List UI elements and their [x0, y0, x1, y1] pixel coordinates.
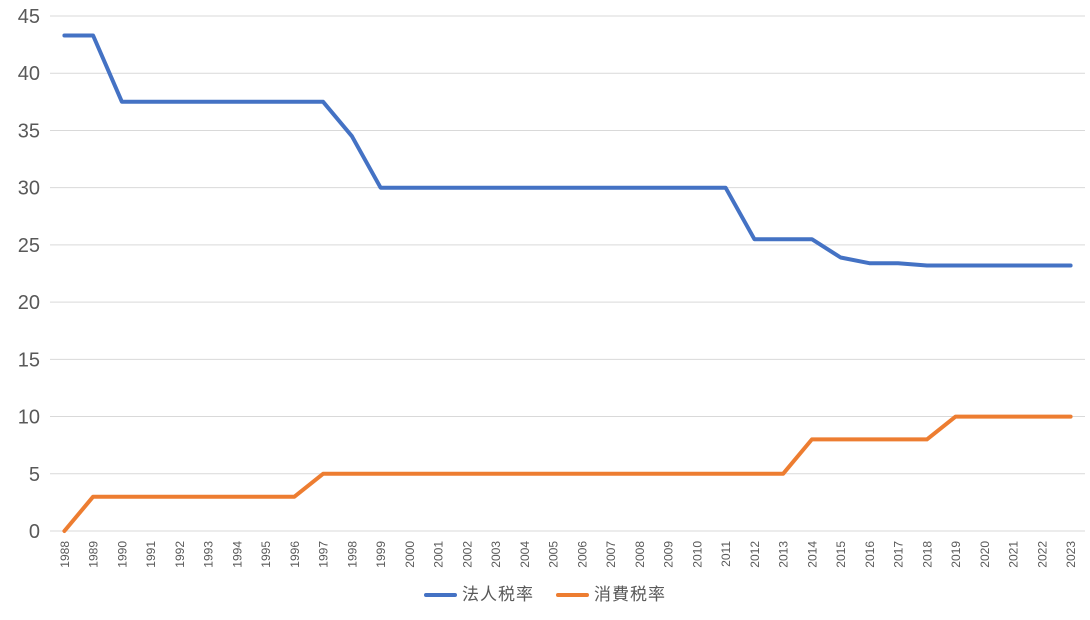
y-axis-label-45: 45 — [18, 6, 40, 28]
x-axis-label-2005: 2005 — [547, 541, 561, 568]
y-axis-label-15: 15 — [18, 349, 40, 371]
y-axis-label-10: 10 — [18, 407, 40, 429]
x-axis-label-2001: 2001 — [432, 541, 446, 568]
legend-swatch-corporate-tax-rate — [424, 592, 457, 597]
x-axis-label-1998: 1998 — [345, 541, 359, 568]
legend-item-corporate-tax-rate: 法人税率 — [424, 586, 534, 603]
legend-swatch-consumption-tax-rate — [556, 592, 589, 597]
x-axis-label-2017: 2017 — [892, 541, 906, 568]
x-axis-label-2008: 2008 — [633, 541, 647, 568]
x-axis-label-2020: 2020 — [978, 541, 992, 568]
legend-item-consumption-tax-rate: 消費税率 — [556, 586, 666, 603]
x-axis-label-2002: 2002 — [460, 541, 474, 568]
x-axis-label-1994: 1994 — [230, 541, 244, 568]
series-line-consumption-tax-rate — [62, 414, 1073, 533]
series-line-corporate-tax-rate — [62, 33, 1073, 268]
y-axis-label-20: 20 — [18, 292, 40, 314]
x-axis-label-1988: 1988 — [58, 541, 72, 568]
x-axis-label-2019: 2019 — [949, 541, 963, 568]
x-axis-label-2021: 2021 — [1007, 541, 1021, 568]
x-axis-label-2018: 2018 — [920, 541, 934, 568]
y-axis-label-30: 30 — [18, 178, 40, 200]
x-axis-label-2022: 2022 — [1035, 541, 1049, 568]
x-axis-label-1990: 1990 — [115, 541, 129, 568]
legend-label-corporate-tax-rate: 法人税率 — [462, 585, 534, 604]
y-axis-label-5: 5 — [29, 464, 40, 486]
x-axis-label-1989: 1989 — [87, 541, 101, 568]
x-axis-label-1995: 1995 — [259, 541, 273, 568]
x-axis-label-2013: 2013 — [777, 541, 791, 568]
x-axis-label-2012: 2012 — [748, 541, 762, 568]
y-axis-label-35: 35 — [18, 120, 40, 142]
x-axis-label-2010: 2010 — [690, 541, 704, 568]
x-axis-label-1993: 1993 — [202, 541, 216, 568]
x-axis-label-2006: 2006 — [575, 541, 589, 568]
y-axis-label-25: 25 — [18, 235, 40, 257]
legend-label-consumption-tax-rate: 消費税率 — [594, 585, 666, 604]
x-axis-label-2009: 2009 — [662, 541, 676, 568]
x-axis-label-2000: 2000 — [403, 541, 417, 568]
y-axis-label-40: 40 — [18, 63, 40, 85]
y-axis-label-0: 0 — [29, 521, 40, 543]
x-axis-label-2004: 2004 — [518, 541, 532, 568]
x-axis-label-1996: 1996 — [288, 541, 302, 568]
x-axis-label-2007: 2007 — [604, 541, 618, 568]
x-axis-label-1997: 1997 — [317, 541, 331, 568]
x-axis-label-2014: 2014 — [805, 541, 819, 568]
x-axis-label-1992: 1992 — [173, 541, 187, 568]
x-axis-label-1991: 1991 — [144, 541, 158, 568]
chart-legend: 法人税率 消費税率 — [0, 586, 1090, 603]
x-axis-label-2011: 2011 — [719, 541, 733, 567]
x-axis-label-2003: 2003 — [489, 541, 503, 568]
x-axis-label-2023: 2023 — [1064, 541, 1078, 568]
x-axis-label-2016: 2016 — [863, 541, 877, 568]
x-axis-label-2015: 2015 — [834, 541, 848, 568]
x-axis-label-1999: 1999 — [374, 541, 388, 568]
